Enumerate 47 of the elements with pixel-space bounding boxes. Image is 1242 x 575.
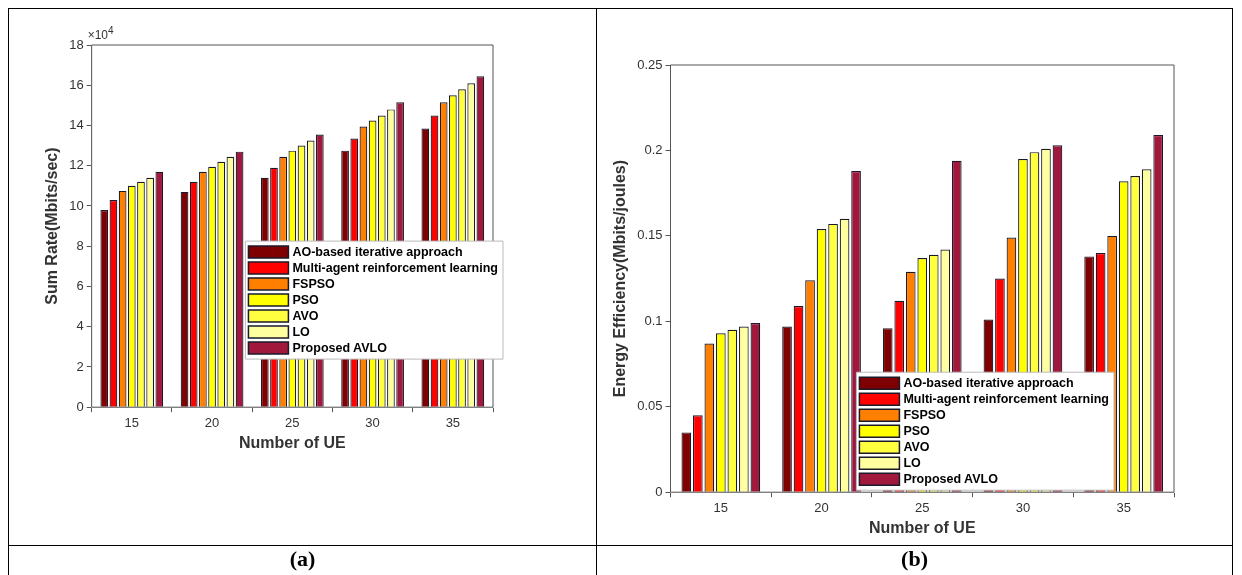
- legend-label: FSPSO: [903, 407, 947, 422]
- y-tick-label: 0.25: [637, 56, 663, 72]
- y-tick-label: 12: [69, 157, 84, 173]
- y-tick-label: 0.2: [644, 142, 663, 158]
- x-tick-label: 20: [814, 499, 829, 515]
- y-tick-label: 14: [69, 117, 84, 133]
- x-axis-title: Number of UE: [238, 433, 346, 451]
- legend-label: FSPSO: [292, 276, 336, 291]
- x-tick-label: 35: [445, 414, 461, 430]
- x-tick-label: 15: [713, 499, 729, 515]
- legend-label: AVO: [292, 308, 319, 323]
- y-tick-label: 4: [76, 318, 84, 334]
- legend-label: PSO: [292, 292, 320, 307]
- legend-label: LO: [903, 455, 922, 470]
- x-tick-label: 15: [124, 414, 140, 430]
- y-tick-label: 2: [76, 358, 84, 374]
- legend-label: Multi-agent reinforcement learning: [903, 391, 1110, 406]
- y-tick-label: 0.15: [637, 227, 663, 243]
- y-axis-title: Sum Rate(Mbits/sec): [43, 147, 61, 305]
- y-tick-label: 6: [76, 278, 84, 294]
- text: (b): [597, 545, 1232, 572]
- text: ×10$^{4}$: [87, 25, 114, 42]
- legend-label: AO-based iterative approach: [292, 244, 463, 259]
- legend-label: PSO: [903, 423, 931, 438]
- y-tick-label: 18: [69, 36, 84, 52]
- x-tick-label: 35: [1116, 499, 1131, 515]
- x-tick-label: 25: [285, 414, 300, 430]
- x-axis-title: Number of UE: [868, 518, 976, 536]
- y-tick-label: 16: [69, 76, 84, 92]
- legend-label: Proposed AVLO: [903, 471, 999, 486]
- y-tick-label: 0.1: [644, 312, 663, 328]
- text: (a): [9, 545, 597, 572]
- legend-label: Multi-agent reinforcement learning: [292, 260, 499, 275]
- x-tick-label: 30: [1015, 499, 1031, 515]
- legend-label: Proposed AVLO: [292, 340, 388, 355]
- x-tick-label: 30: [365, 414, 380, 430]
- y-tick-label: 0.05: [637, 398, 663, 414]
- legend-label: AVO: [903, 439, 930, 454]
- y-tick-label: 0: [655, 483, 663, 499]
- x-tick-label: 20: [204, 414, 220, 430]
- y-tick-label: 8: [76, 237, 84, 253]
- y-tick-label: 0: [76, 398, 84, 414]
- y-axis-title: Energy Efficiency(Mbits/joules): [611, 159, 629, 398]
- legend-label: AO-based iterative approach: [903, 375, 1074, 390]
- y-tick-label: 10: [69, 197, 84, 213]
- legend-label: LO: [292, 324, 311, 339]
- x-tick-label: 25: [915, 499, 930, 515]
